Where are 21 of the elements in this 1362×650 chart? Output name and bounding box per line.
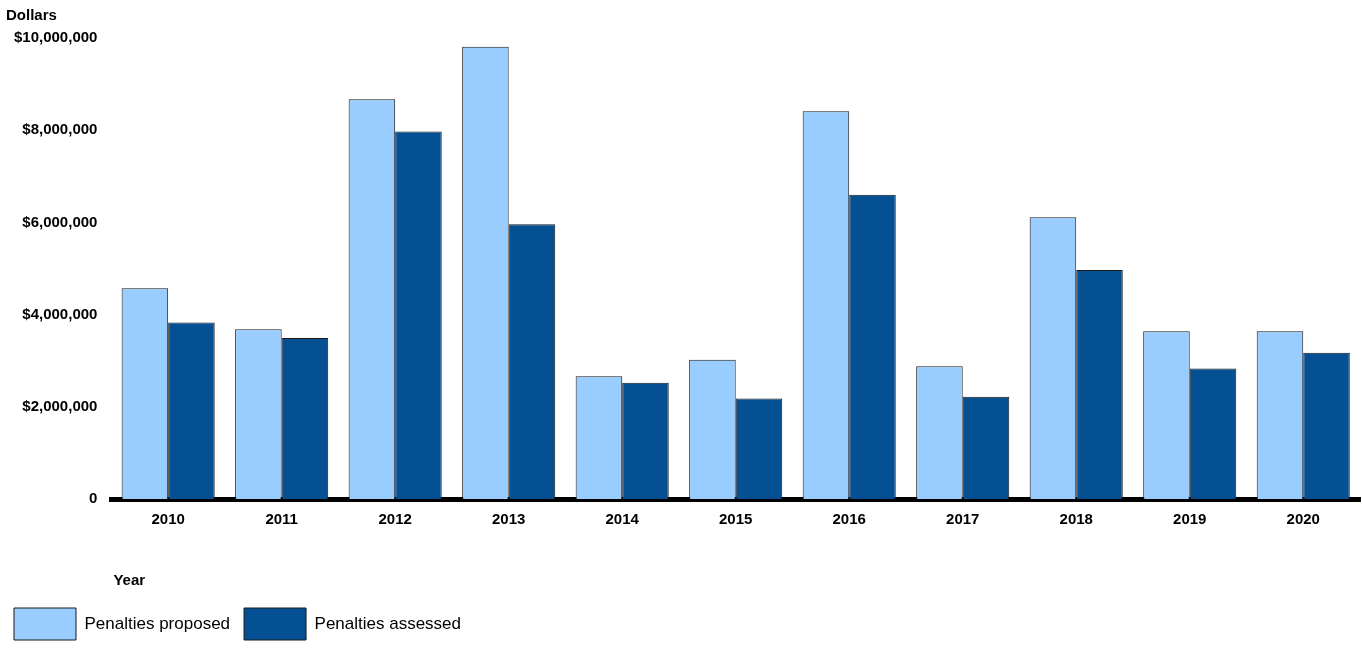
x-tick-label: 2014: [605, 510, 640, 528]
y-tick-label: $10,000,000: [13, 28, 98, 46]
x-tick-label: 2020: [1286, 510, 1320, 528]
x-tick-label: 2018: [1059, 510, 1093, 528]
y-tick-label: 0: [89, 489, 98, 507]
y-tick-label: $8,000,000: [22, 120, 98, 138]
y-tick-label: $4,000,000: [22, 304, 98, 322]
x-tick-label: 2012: [378, 510, 412, 528]
x-tick-label: 2013: [492, 510, 526, 528]
x-tick-label: 2015: [719, 510, 753, 528]
x-tick-label: 2016: [832, 510, 866, 528]
legend-label: Penalties assessed: [314, 613, 462, 633]
legend-label: Penalties proposed: [84, 613, 231, 633]
x-tick-label: 2019: [1173, 510, 1207, 528]
x-tick-label: 2011: [265, 510, 298, 528]
x-tick-label: 2017: [946, 510, 980, 528]
y-axis-title: Dollars: [6, 6, 57, 23]
y-tick-label: $6,000,000: [22, 212, 98, 230]
x-axis-title: Year: [113, 571, 146, 588]
y-tick-label: $2,000,000: [22, 396, 98, 414]
x-tick-label: 2010: [151, 510, 185, 528]
